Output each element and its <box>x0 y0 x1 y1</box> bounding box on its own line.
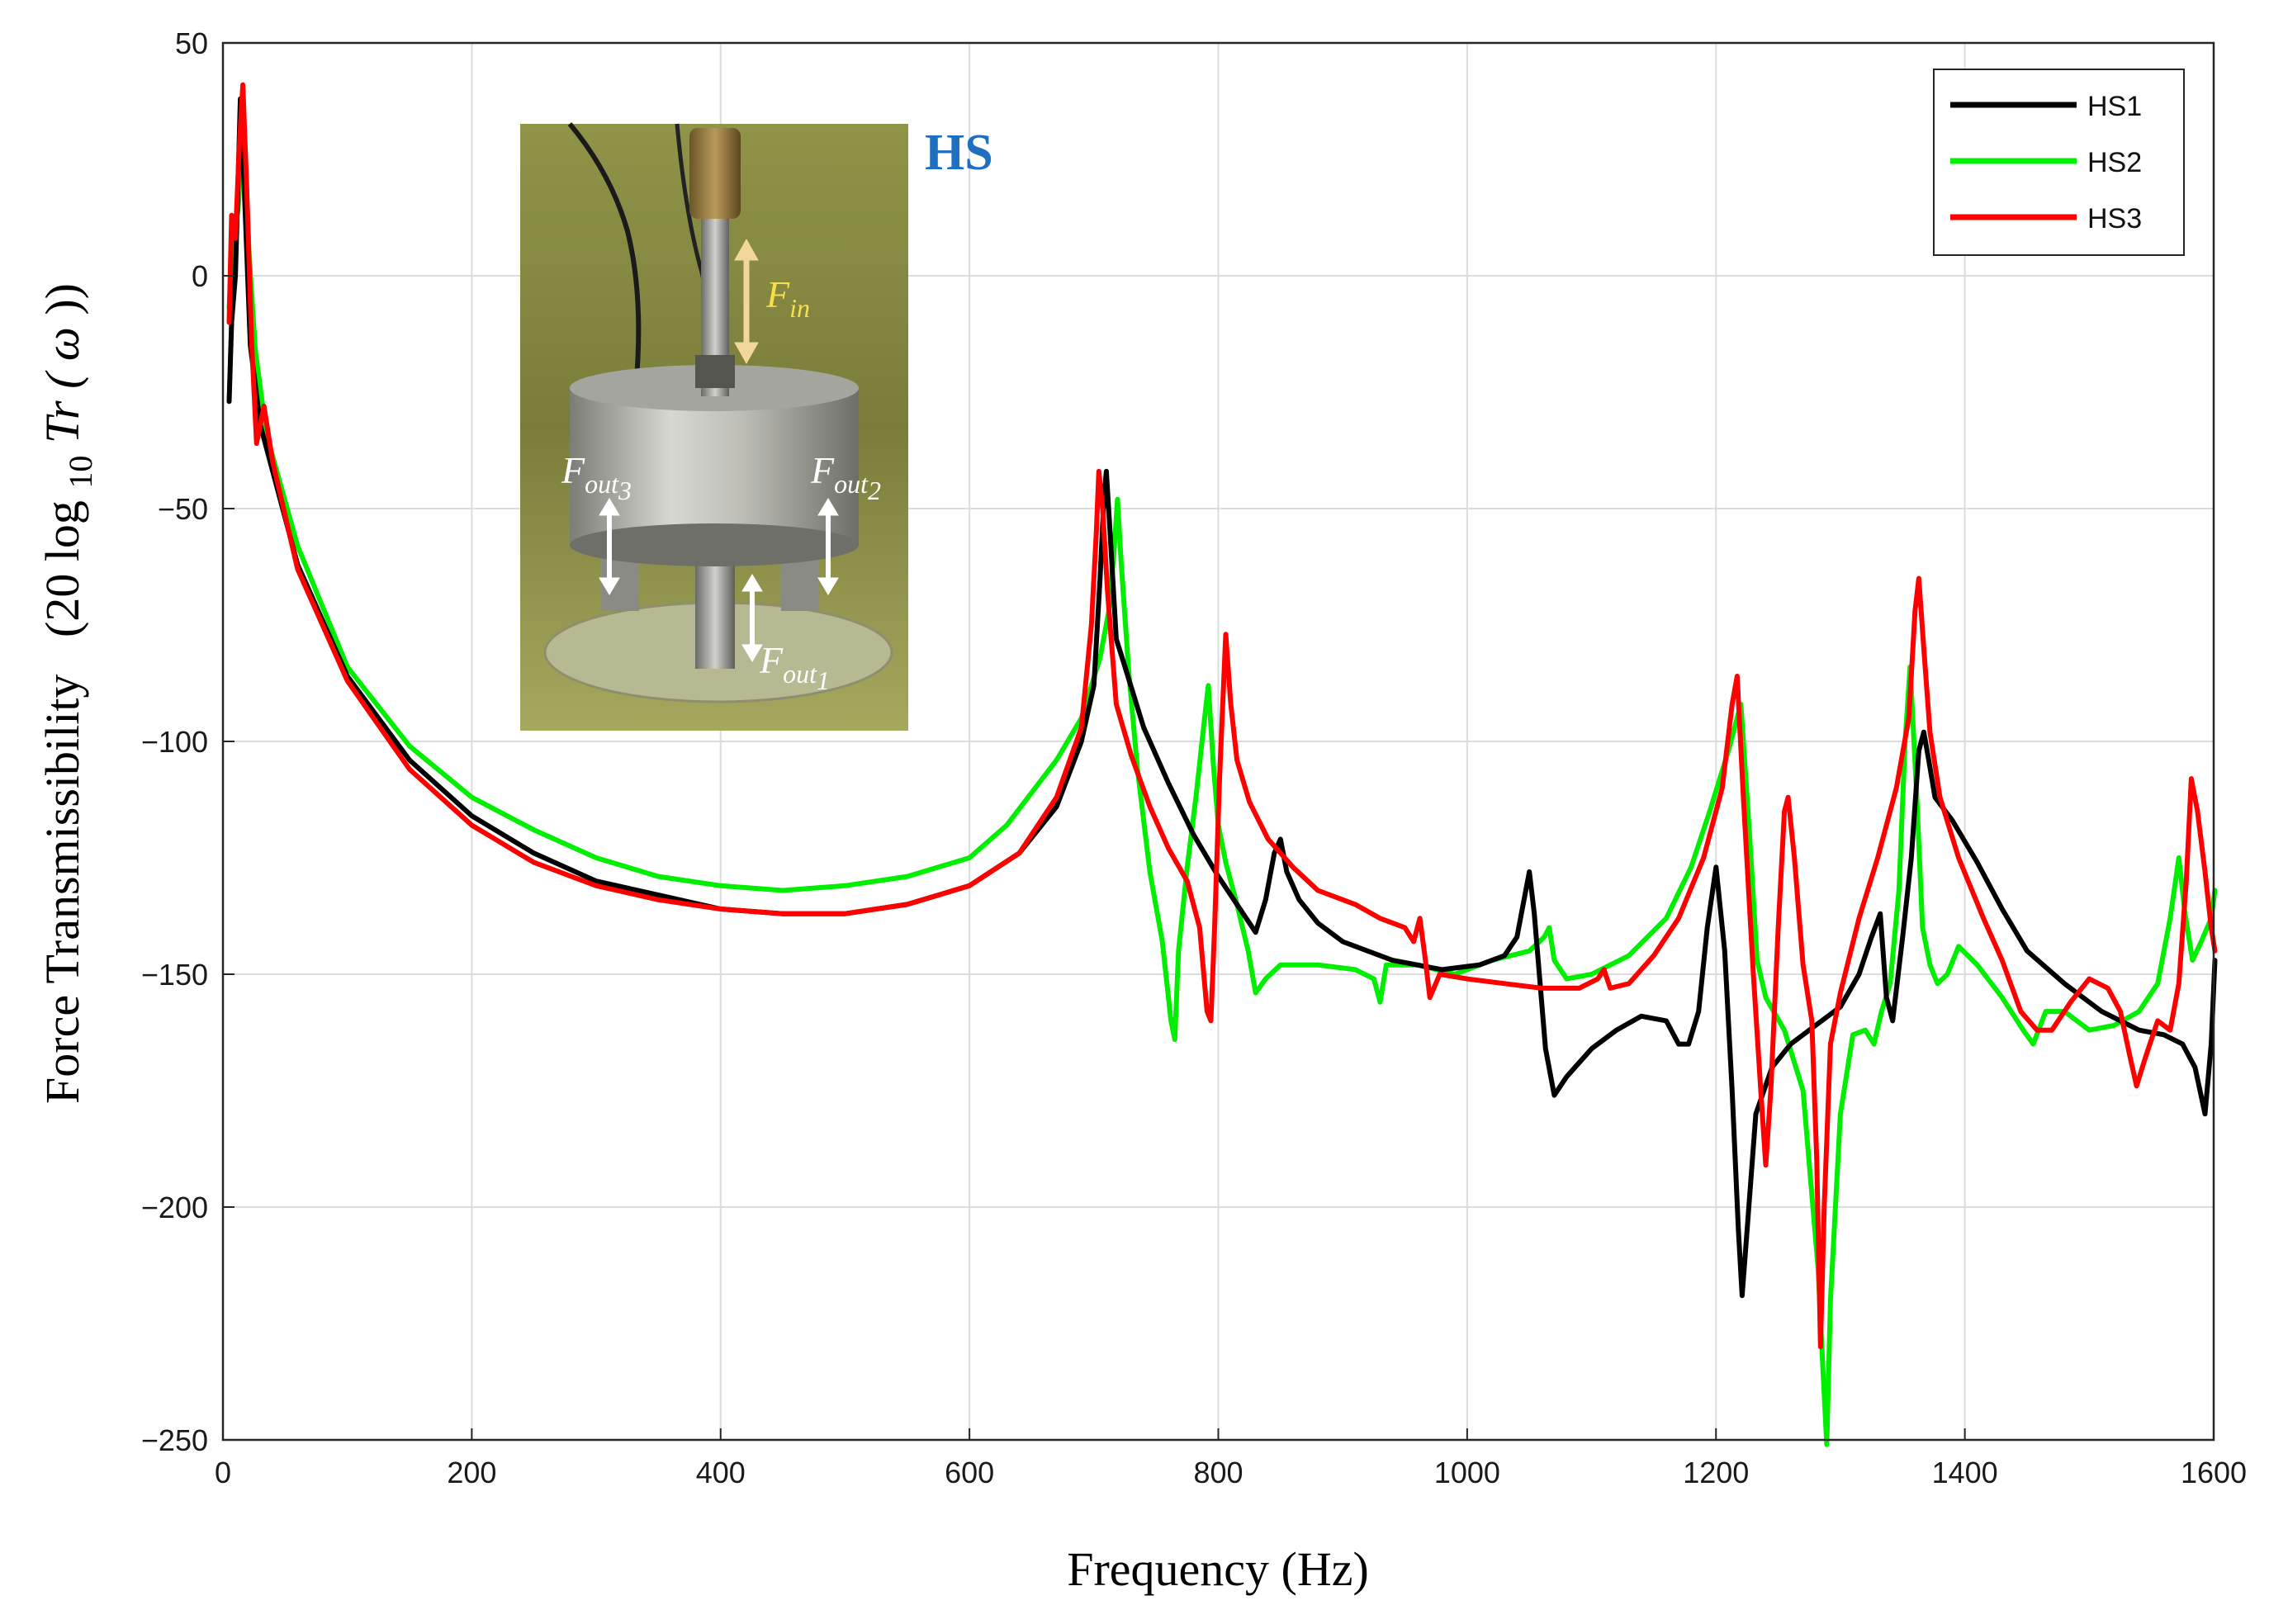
inset-load-cell <box>695 355 735 388</box>
x-tick-label: 400 <box>696 1456 746 1489</box>
x-tick-label: 800 <box>1193 1456 1243 1489</box>
y-axis-label-formula-omega: ω <box>36 327 89 361</box>
x-tick-label: 1200 <box>1683 1456 1749 1489</box>
f-out-3-label: Fout3 <box>561 449 632 505</box>
y-tick-label: −50 <box>158 492 208 526</box>
y-axis-label-formula-prefix: (20 log <box>36 500 89 637</box>
x-axis-label: Frequency (Hz) <box>1067 1542 1369 1596</box>
x-tick-label: 600 <box>945 1456 994 1489</box>
y-axis-label-text: Force Transmissibility <box>36 675 89 1104</box>
f-out-2-label: Fout2 <box>810 449 881 505</box>
legend-label-hs2: HS2 <box>2087 147 2142 178</box>
legend-label-hs1: HS1 <box>2087 91 2142 122</box>
f-out-3-arrow <box>599 498 620 595</box>
y-axis-label-formula-middle: Tr ( <box>36 370 89 443</box>
x-tick-label: 200 <box>447 1456 496 1489</box>
x-tick-label: 1600 <box>2181 1456 2247 1489</box>
f-out-2-arrow <box>817 498 839 595</box>
y-tick-label: 50 <box>175 26 208 60</box>
f-out-1-arrow <box>741 574 763 662</box>
y-axis-label-formula-suffix: )) <box>36 283 89 315</box>
f-in-label: Fin <box>765 273 810 323</box>
inset-cylinder-bottom <box>570 523 859 566</box>
inset-cable <box>567 122 642 389</box>
inset-title: HS <box>925 125 993 181</box>
svg-text:Force Transmissibility (: Force Transmissibility (20 log 10 Tr ( ω… <box>36 283 102 1104</box>
inset-photo: HS Fin Fout3 Fout2 <box>520 122 993 731</box>
x-tick-label: 1400 <box>1932 1456 1998 1489</box>
legend: HS1 HS2 HS3 <box>1933 69 2185 256</box>
y-tick-label: −150 <box>141 958 208 992</box>
y-tick-label: −250 <box>141 1423 208 1457</box>
inset-shaker-head <box>689 128 741 219</box>
y-axis-label-formula-subscript: 10 <box>62 456 99 489</box>
f-in-arrow <box>734 238 759 365</box>
x-tick-label: 1000 <box>1434 1456 1500 1489</box>
y-tick-label: 0 <box>192 259 208 293</box>
legend-label-hs3: HS3 <box>2087 203 2142 234</box>
inset-cylinder <box>570 388 859 545</box>
series-line-hs3 <box>226 82 2218 1350</box>
tick-labels: 0 200 400 600 800 1000 1200 1400 1600 50 0 −50 −100 −… <box>141 26 2247 1489</box>
y-tick-label: −200 <box>141 1191 208 1224</box>
f-out-1-label: Fout1 <box>759 639 830 695</box>
y-tick-label: −100 <box>141 725 208 759</box>
series-layer <box>226 82 2218 1447</box>
y-axis-label: Force Transmissibility (20 log 10 Tr ( ω… <box>36 283 102 1104</box>
x-tick-label: 0 <box>215 1456 231 1489</box>
